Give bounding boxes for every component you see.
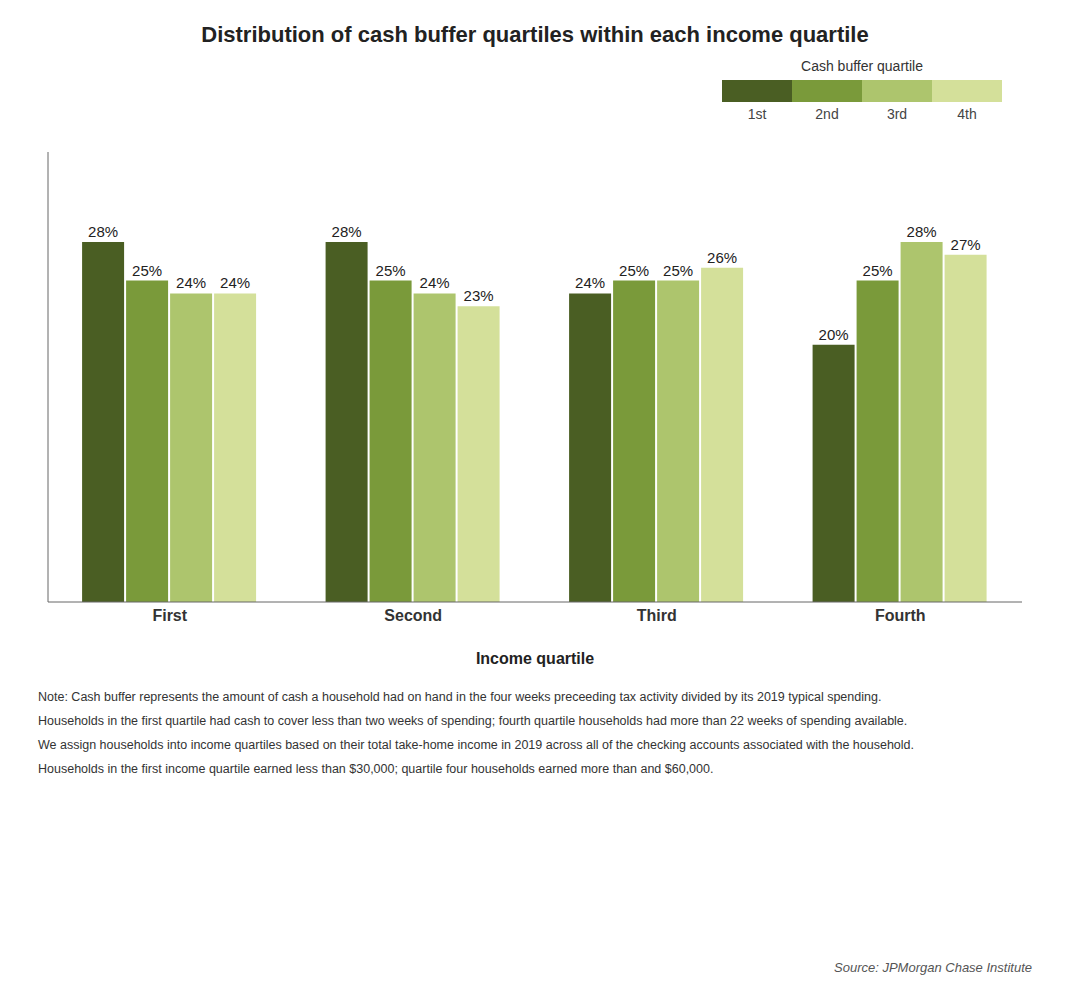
html-text:Source: JPMorgan Chase Institu: Source: JPMorgan Chase Institute (834, 960, 1032, 975)
svg-text:25%: 25% (376, 262, 406, 279)
html-text:Households in the first income: Households in the first income quartile … (38, 762, 714, 776)
svg-text:Fourth: Fourth (875, 607, 926, 624)
html-text:Note: Cash buffer represents t: Note: Cash buffer represents the amount … (38, 690, 882, 704)
svg-text:25%: 25% (132, 262, 162, 279)
html-text:We assign households into inco: We assign households into income quartil… (38, 738, 914, 752)
svg-text:26%: 26% (707, 249, 737, 266)
svg-text:Income quartile: Income quartile (476, 650, 594, 667)
svg-text:24%: 24% (176, 274, 206, 291)
svg-text:24%: 24% (575, 274, 605, 291)
html-text:Distribution of cash buffer qu: Distribution of cash buffer quartiles wi… (201, 22, 869, 47)
svg-text:Second: Second (384, 607, 442, 624)
svg-text:25%: 25% (863, 262, 893, 279)
html-text:Cash buffer quartile: Cash buffer quartile (801, 58, 923, 74)
html-text:1st: 1st (747, 106, 767, 122)
svg-text:First: First (152, 607, 187, 624)
svg-text:25%: 25% (619, 262, 649, 279)
svg-text:24%: 24% (420, 274, 450, 291)
svg-text:28%: 28% (332, 223, 362, 240)
html-text:2nd: 2nd (815, 106, 839, 122)
html-text:4th: 4th (957, 106, 977, 122)
svg-text:28%: 28% (907, 223, 937, 240)
html-text:Households in the first quarti: Households in the first quartile had cas… (38, 714, 908, 728)
svg-text:24%: 24% (220, 274, 250, 291)
svg-text:28%: 28% (88, 223, 118, 240)
svg-text:20%: 20% (819, 326, 849, 343)
svg-text:Third: Third (637, 607, 677, 624)
svg-text:25%: 25% (663, 262, 693, 279)
svg-text:23%: 23% (464, 287, 494, 304)
html-text:3rd: 3rd (886, 106, 908, 122)
svg-text:27%: 27% (951, 236, 981, 253)
